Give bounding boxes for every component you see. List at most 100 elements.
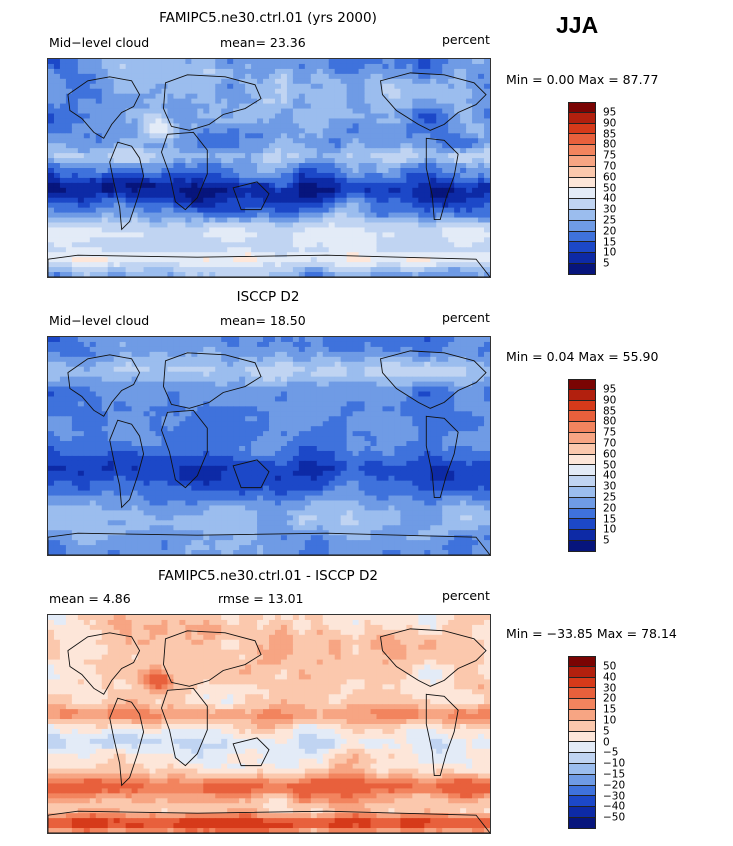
colorbar-tick-label: 30 [603,480,617,493]
colorbar-cell [568,123,596,135]
colorbar-cell [568,263,596,275]
colorbar-cell [568,454,596,466]
colorbar-cell [568,102,596,113]
colorbar-tick-label: 5 [603,725,610,738]
season-label: JJA [556,12,599,38]
colorbar-tick-label: 85 [603,127,617,140]
colorbar-tick-label: 25 [603,214,617,227]
colorbar-tick-label: 20 [603,692,617,705]
colorbar-tick-label: 5 [603,257,610,270]
colorbar-tick-label: 70 [603,160,617,173]
colorbar-ticks: 95 90 85 80 75 70 60 50 40 30 25 20 15 10 5 [603,102,617,269]
colorbar-cell [568,432,596,444]
colorbar-cell [568,753,596,764]
map-diff [47,614,491,834]
colorbar-cell [568,422,596,433]
units-label: percent [442,588,490,603]
colorbar-tick-label: 50 [603,458,617,471]
colorbar-tick-label: 15 [603,235,617,248]
colorbar-ticks: 95 90 85 80 75 70 60 50 40 30 25 20 15 10 5 [603,379,617,546]
colorbar-cell [568,785,596,797]
colorbar-cell [568,166,596,178]
colorbar-tick-label: −20 [603,779,626,792]
colorbar-cell [568,763,596,775]
colorbar-cell [568,145,596,156]
colorbar-cell [568,155,596,167]
colorbar-cell [568,817,596,829]
colorbar-cell [568,796,596,808]
colorbar-tick-label: −50 [603,811,626,824]
colorbar-cell [568,742,596,754]
rmse-label: rmse = 13.01 [218,591,304,606]
colorbar-cell [568,656,596,667]
map-model [47,58,491,278]
colorbar-tick-label: 15 [603,703,617,716]
colorbar-cell [568,476,596,487]
colorbar-cell [568,231,596,243]
colorbar-cell [568,666,596,678]
colorbar-tick-label: 75 [603,426,617,439]
colorbar-tick-label: 50 [603,181,617,194]
panel-title: FAMIPC5.ne30.ctrl.01 - ISCCP D2 [158,568,378,584]
colorbar-cell [568,677,596,689]
map-svg [48,615,490,833]
colorbar-tick-label: 20 [603,502,617,515]
colorbar-cell [568,199,596,210]
colorbar-tick-label: −10 [603,757,626,770]
colorbar-cell [568,807,596,818]
colorbar-cell [568,389,596,401]
colorbar-tick-label: 25 [603,491,617,504]
colorbar-tick-label: 50 [603,660,617,673]
colorbar-cell [568,508,596,520]
colorbar-tick-label: 40 [603,469,617,482]
colorbar-tick-label: 10 [603,246,617,259]
colorbar-cell [568,699,596,710]
map-svg [48,337,490,555]
variable-label: Mid−level cloud [49,313,150,328]
field-cells [48,615,490,833]
colorbar-cell [568,209,596,221]
colorbar-tick-label: 90 [603,394,617,407]
colorbar-cell [568,177,596,189]
colorbar-tick-label: 75 [603,149,617,162]
colorbar-tick-label: −5 [603,746,619,759]
colorbar-cell [568,443,596,455]
colorbar [568,379,596,552]
colorbar-cell [568,540,596,552]
colorbar-cell [568,253,596,264]
colorbar-tick-label: 30 [603,203,617,216]
colorbar-cell [568,465,596,477]
colorbar-tick-label: 80 [603,415,617,428]
colorbar-tick-label: 10 [603,523,617,536]
colorbar-tick-label: −40 [603,800,626,813]
min-max-label: Min = −33.85 Max = 78.14 [506,626,677,641]
colorbar-tick-label: 15 [603,512,617,525]
colorbar [568,656,596,829]
colorbar-tick-label: 60 [603,448,617,461]
colorbar-tick-label: 10 [603,714,617,727]
colorbar-tick-label: 95 [603,383,617,396]
min-max-label: Min = 0.04 Max = 55.90 [506,349,659,364]
coastlines [48,72,490,277]
panel-title: ISCCP D2 [236,289,300,305]
map-obs [47,336,491,556]
colorbar-cell [568,411,596,423]
colorbar-tick-label: 60 [603,171,617,184]
panel-title: FAMIPC5.ne30.ctrl.01 (yrs 2000) [159,10,377,26]
colorbar-cell [568,530,596,541]
colorbar-cell [568,731,596,743]
min-max-label: Min = 0.00 Max = 87.77 [506,72,659,87]
colorbar-tick-label: 0 [603,735,610,748]
colorbar-cell [568,486,596,498]
colorbar-cell [568,519,596,531]
colorbar-tick-label: 80 [603,138,617,151]
colorbar-cell [568,112,596,124]
colorbar-tick-label: −30 [603,789,626,802]
colorbar-tick-label: 40 [603,671,617,684]
colorbar-cell [568,720,596,732]
colorbar-tick-label: −15 [603,768,626,781]
colorbar-cell [568,497,596,509]
colorbar-tick-label: 5 [603,534,610,547]
colorbar-cell [568,134,596,146]
variable-label: Mid−level cloud [49,35,150,50]
